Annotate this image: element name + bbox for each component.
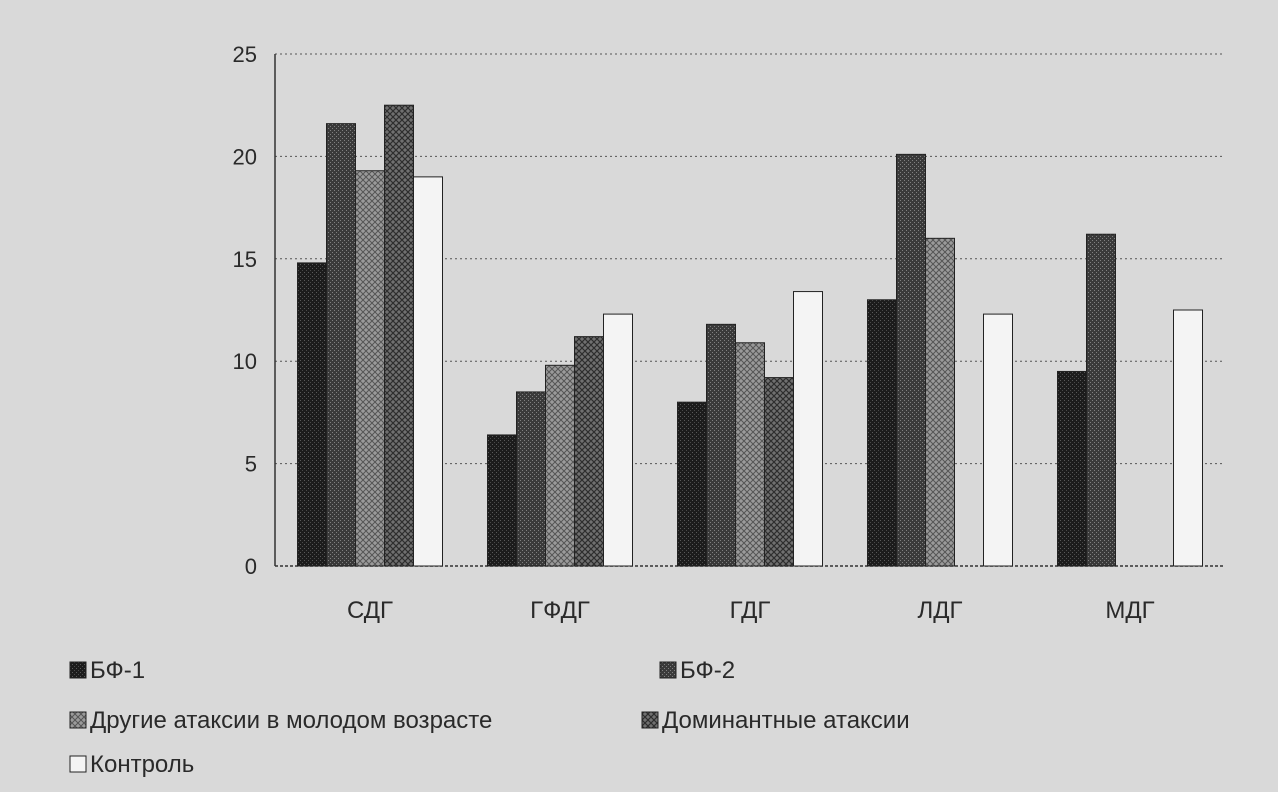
bar [677,401,707,567]
legend-label: БФ-1 [90,657,145,684]
bar [603,313,633,567]
y-tick-label: 25 [233,42,257,67]
legend-swatch [69,755,87,773]
x-category-label: ГФДГ [530,597,590,624]
bar [545,364,575,567]
bar [384,104,414,567]
bar [1057,370,1087,567]
legend: БФ-1 БФ-2 Другие атаксии в молодом возраст… [69,657,910,778]
x-category-labels: СДГ ГФДГ ГДГ ЛДГ МДГ [347,597,1155,624]
bars [297,104,1203,567]
bar [326,123,356,567]
bar [735,342,765,567]
bar [413,176,443,567]
x-category-label: СДГ [347,597,393,624]
bar [574,336,604,567]
y-tick-label: 20 [233,144,257,169]
legend-label: Другие атаксии в молодом возрасте [90,707,492,734]
bar [516,391,546,567]
x-category-label: ГДГ [730,597,771,624]
legend-swatch [69,711,87,729]
legend-label: Доминантные атаксии [662,707,910,734]
bar [706,323,736,567]
x-category-label: МДГ [1105,597,1154,624]
bar [297,262,327,567]
bar [355,170,385,567]
legend-swatch [641,711,659,729]
legend-label: Контроль [90,751,194,778]
bar [793,291,823,567]
bar [983,313,1013,567]
legend-swatch [659,661,677,679]
y-tick-label: 10 [233,349,257,374]
bar [764,377,794,567]
x-category-label: ЛДГ [918,597,963,624]
y-tick-label: 5 [245,452,257,477]
bar [1173,309,1203,567]
legend-swatch [69,661,87,679]
bar [896,153,926,567]
bar [925,237,955,567]
bar [867,299,897,567]
y-tick-labels: 0 5 10 15 20 25 [233,42,257,579]
bar [487,434,517,567]
y-tick-label: 15 [233,247,257,272]
bar [1086,233,1116,567]
legend-label: БФ-2 [680,657,735,684]
y-tick-label: 0 [245,554,257,579]
